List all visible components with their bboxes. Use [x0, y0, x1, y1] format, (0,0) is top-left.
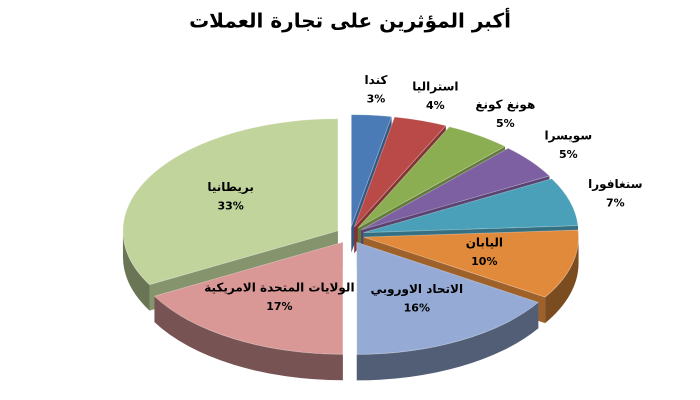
value-label: 17% — [266, 300, 292, 313]
value-label: 4% — [426, 99, 445, 112]
slice-label: سويسرا — [545, 129, 593, 144]
slice-label: كندا — [365, 73, 388, 87]
slice-top — [363, 178, 579, 234]
slice-label: الاتحاد الاوروبي — [371, 282, 464, 297]
value-label: 16% — [404, 301, 430, 314]
slice-top — [153, 241, 344, 355]
slice — [153, 241, 344, 381]
slice-side — [545, 237, 579, 324]
value-label: 5% — [496, 117, 515, 130]
slice-top — [356, 241, 540, 355]
slice-label: اليابان — [466, 236, 503, 250]
slice-label: الولايات المتحدة الامريكية — [204, 281, 354, 296]
slice-label: استراليا — [412, 80, 458, 94]
slice-top — [363, 229, 579, 298]
value-label: 10% — [471, 255, 497, 268]
slice-top — [353, 116, 447, 228]
slice-side — [154, 296, 343, 381]
chart-title: أكبر المؤثرين على تجارة العملات — [189, 7, 511, 33]
value-label: 33% — [217, 200, 243, 213]
value-label: 5% — [559, 148, 578, 161]
value-label: 7% — [606, 197, 625, 210]
slice-label: بريطانيا — [207, 180, 254, 194]
slice — [356, 241, 540, 381]
slice-top — [357, 126, 506, 229]
slice-side — [356, 302, 539, 381]
value-label: 3% — [367, 93, 386, 106]
slice-top — [360, 147, 551, 231]
slice-top — [350, 114, 393, 227]
slice-top — [122, 118, 339, 286]
slice-label: هونغ كونغ — [475, 98, 535, 113]
slice-label: سنغافورا — [588, 177, 642, 192]
slice-side — [122, 230, 150, 311]
